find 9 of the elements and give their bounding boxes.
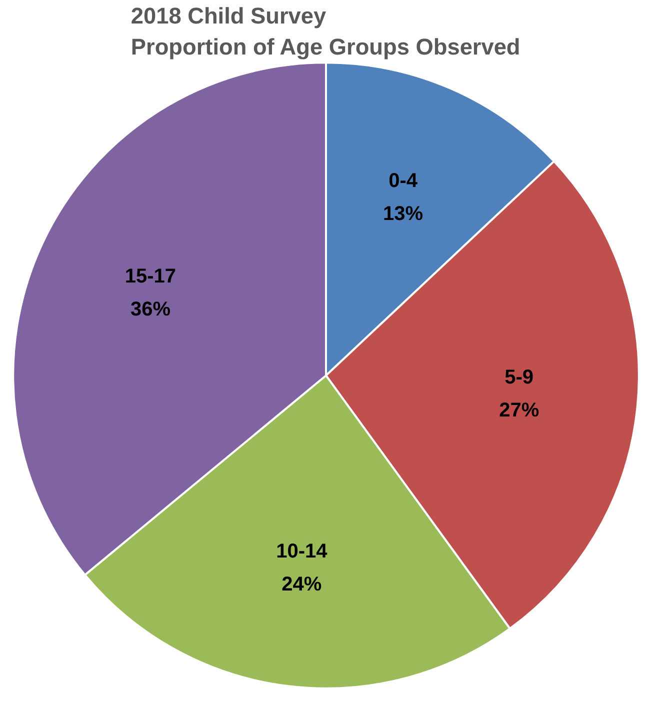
slice-label: 10-14	[276, 540, 328, 562]
data-label: 24%	[282, 573, 322, 596]
data-label: 36%	[130, 298, 171, 320]
data-label: 27%	[499, 399, 540, 422]
chart-title: 2018 Child Survey Proportion of Age Groups Observed	[130, 2, 520, 60]
slice-label: 5-9	[504, 366, 534, 388]
slice-label: 15-17	[124, 265, 176, 288]
data-label: 13%	[383, 202, 424, 225]
slice-label: 0-4	[388, 170, 418, 192]
